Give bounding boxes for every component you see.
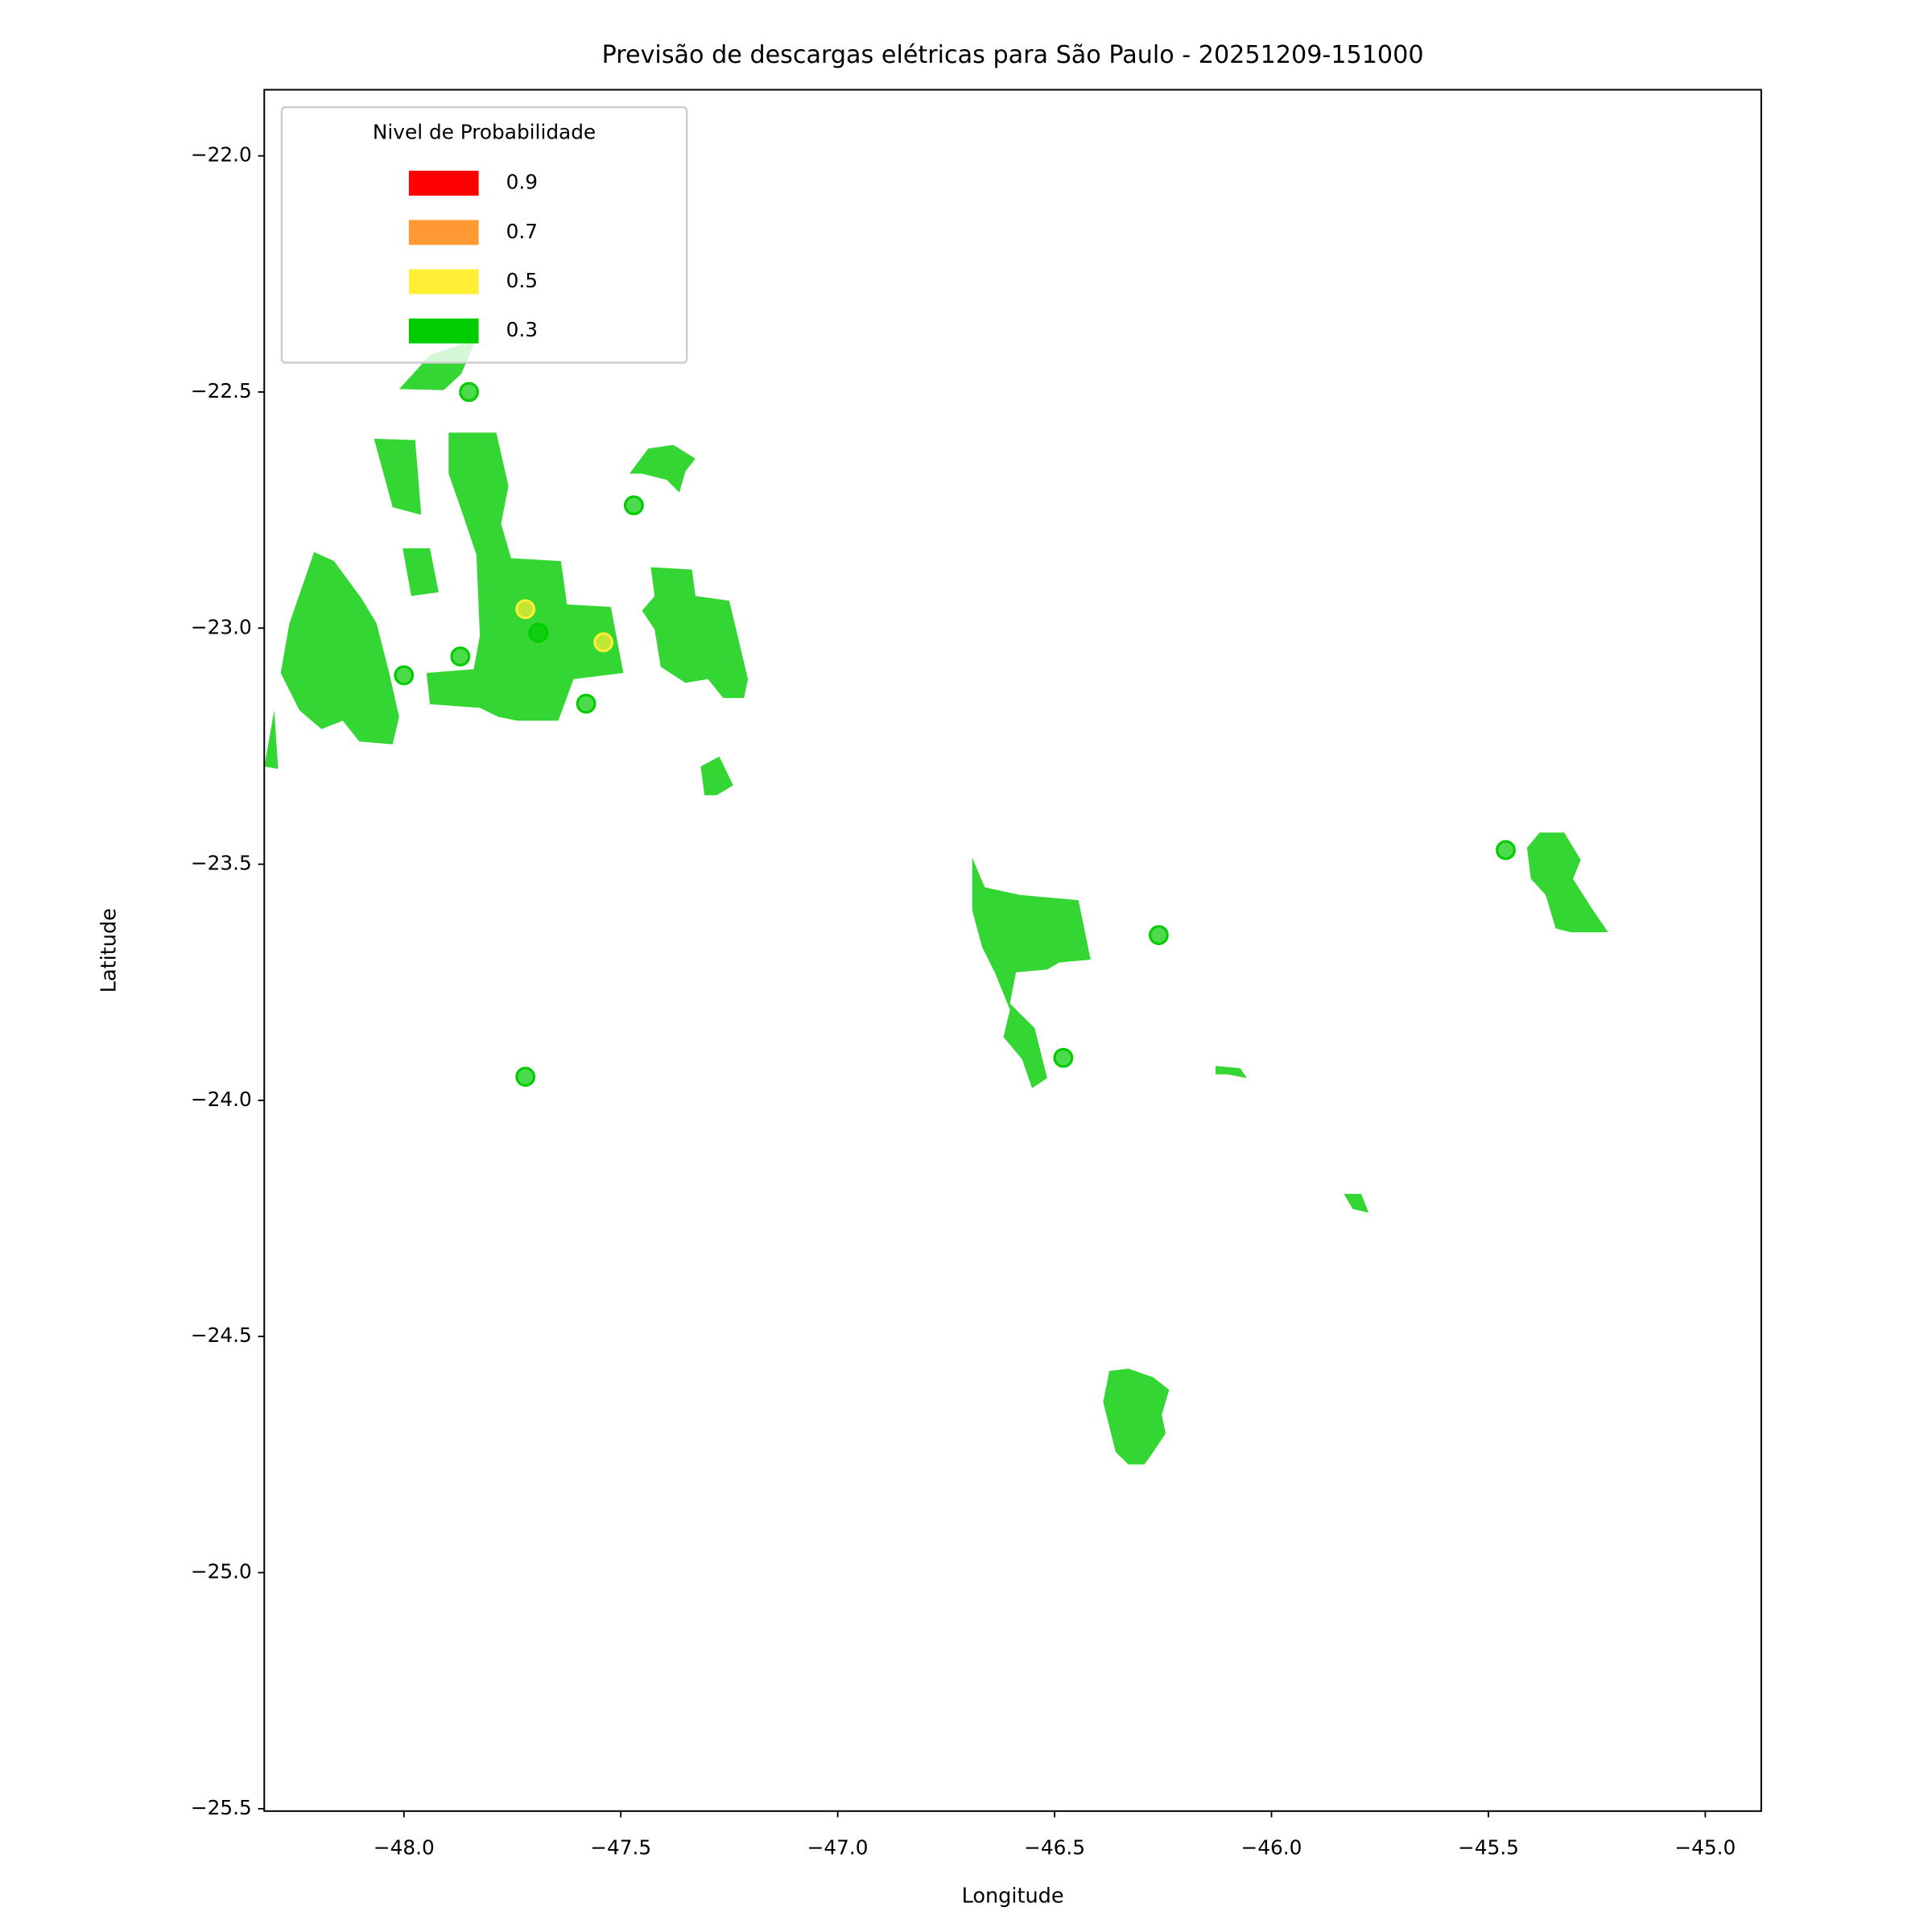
legend-swatch [408,318,479,344]
legend-box [280,105,688,364]
legend-swatch [408,220,479,246]
probability-region [972,857,1091,1088]
axes-layer: −48.0 −47.5 −47.0 −46.5 −46.0 −45.5 −45.0 −22.0… [97,41,1762,1909]
legend-swatch [408,269,479,295]
x-tick-label: −45.5 [1458,1835,1519,1859]
legend-title: Nivel de Probabilidade [373,121,596,144]
y-tick-label: −24.5 [191,1323,252,1347]
probability-region [700,756,733,795]
probability-region [1344,1194,1369,1213]
y-tick-label: −22.0 [191,143,252,167]
probability-region [630,444,696,493]
probability-region [642,567,749,699]
legend-label: 0.9 [506,171,538,194]
strike-point [576,693,597,714]
strike-point [623,495,644,516]
x-tick-label: −46.5 [1024,1835,1085,1859]
chart-title: Previsão de descargas elétricas para São… [602,41,1424,69]
probability-region [280,551,399,745]
y-tick-label: −23.5 [191,852,252,875]
y-tick-label: −25.0 [191,1560,252,1583]
strike-point [515,599,536,620]
y-axis-label: Latitude [97,908,121,993]
x-tick-label: −47.0 [807,1835,869,1859]
y-tick-label: −24.0 [191,1088,252,1111]
probability-region [264,710,279,770]
x-tick-label: −45.0 [1674,1835,1736,1859]
x-axis-label: Longitude [962,1885,1064,1909]
legend-label: 0.7 [506,220,538,243]
probability-region [374,439,422,515]
strike-point [593,632,614,653]
strike-point [515,1067,536,1087]
strike-point [450,646,471,667]
strike-point [1496,840,1516,861]
x-tick-label: −46.0 [1241,1835,1302,1859]
y-tick-label: −25.5 [191,1796,252,1819]
probability-region [1103,1368,1170,1465]
probability-region [1216,1066,1247,1079]
legend-swatch [408,171,479,196]
legend-label: 0.3 [506,318,538,341]
probability-region [402,548,439,597]
axes-frame [263,89,1762,1812]
strike-point [1149,925,1169,945]
strike-point [528,622,549,643]
probability-region [1526,832,1608,933]
probability-region [426,432,624,721]
plot-area [264,339,1608,1465]
strike-point [394,665,415,686]
strike-point [1053,1047,1074,1068]
y-tick-label: −23.0 [191,615,252,638]
strike-point [459,382,479,402]
x-tick-label: −47.5 [590,1835,651,1859]
x-tick-label: −48.0 [374,1835,435,1859]
legend-label: 0.5 [506,269,538,292]
y-tick-label: −22.5 [191,379,252,402]
legend: Nivel de Probabilidade 0.9 0.7 0.5 0.3 [280,105,688,364]
